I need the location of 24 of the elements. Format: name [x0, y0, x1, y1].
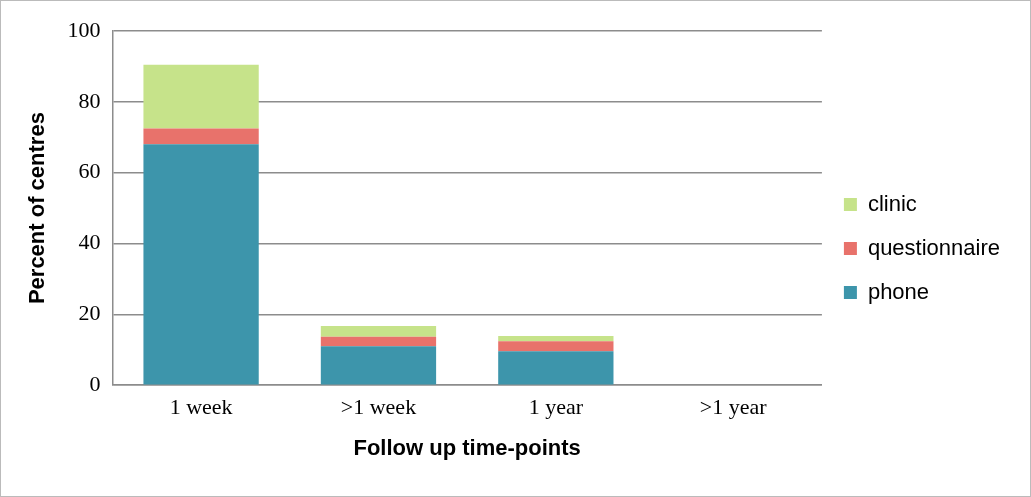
bar	[320, 336, 437, 347]
y-tick-label: 40	[78, 229, 101, 255]
bar	[143, 144, 259, 385]
bar	[498, 341, 614, 352]
y-tick-label: 20	[78, 300, 101, 326]
x-tick-label: >1 week	[340, 394, 417, 420]
y-axis-title: Percent of centres	[24, 112, 50, 305]
bar	[143, 128, 259, 145]
bar	[143, 64, 259, 129]
x-axis-title: Follow up time-points	[353, 434, 581, 460]
legend-label: questionnaire	[867, 234, 1001, 260]
bar	[320, 346, 437, 385]
bar	[320, 326, 437, 337]
bar	[498, 335, 614, 342]
legend-label: clinic	[867, 190, 917, 216]
y-tick-label: 100	[67, 16, 101, 42]
x-tick-label: 1 year	[528, 394, 584, 420]
y-tick-label: 0	[89, 370, 101, 396]
y-tick-label: 80	[78, 87, 101, 113]
bar	[498, 351, 614, 385]
legend-label: phone	[867, 278, 930, 304]
x-tick-label: >1 year	[699, 394, 768, 420]
y-tick-label: 60	[78, 158, 101, 184]
x-tick-label: 1 week	[169, 394, 233, 420]
